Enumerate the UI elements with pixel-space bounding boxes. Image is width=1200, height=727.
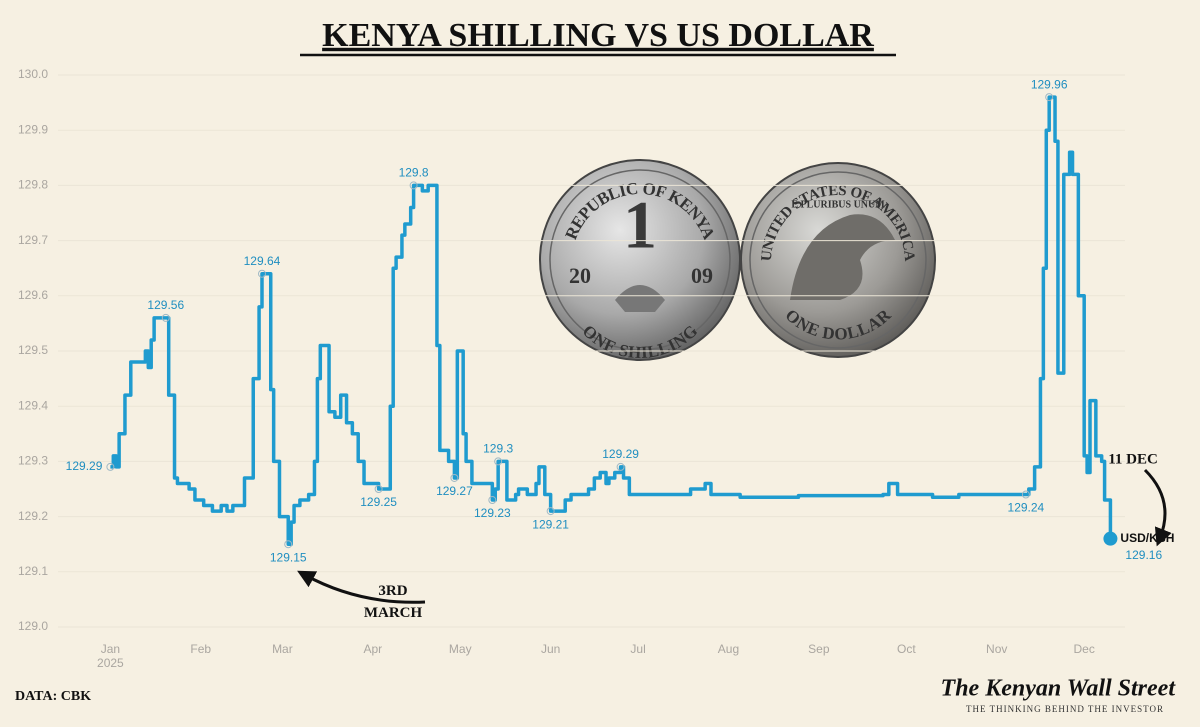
annotation-line: 3RD — [378, 583, 407, 599]
point-marker — [450, 473, 459, 482]
end-marker — [1103, 531, 1118, 546]
value-label: 129.15 — [270, 550, 307, 564]
coin-eagle — [790, 214, 895, 300]
x-tick-label: Apr — [363, 642, 382, 656]
coin-rim — [749, 171, 927, 349]
x-tick-label: Sep — [808, 642, 830, 656]
y-tick-label: 130.0 — [18, 67, 48, 81]
annotation-arrow — [1143, 468, 1172, 547]
value-label: 129.29 — [602, 447, 639, 461]
point-marker — [374, 485, 383, 493]
y-tick-label: 129.7 — [18, 233, 48, 247]
coin-rim — [549, 169, 731, 351]
series-line — [110, 95, 1113, 546]
value-label: 129.24 — [1008, 501, 1045, 515]
annotation-arrow — [297, 570, 426, 604]
x-year-label: 2025 — [97, 656, 124, 670]
series-name: USD/KSH — [1120, 531, 1174, 545]
coin-text: E PLURIBUS UNUM — [791, 199, 885, 210]
point-marker — [161, 313, 170, 322]
y-tick-label: 129.9 — [18, 122, 48, 136]
value-label: 129.16 — [1125, 548, 1162, 562]
point-marker — [284, 540, 293, 549]
value-label: 129.25 — [360, 495, 397, 509]
x-tick-label: Jul — [630, 642, 645, 656]
value-label: 129.21 — [532, 517, 569, 531]
y-tick-label: 129.1 — [18, 564, 48, 578]
y-tick-label: 129.2 — [18, 509, 48, 523]
x-tick-label: Jan — [101, 642, 120, 656]
brand-name: The Kenyan Wall Street — [941, 676, 1177, 702]
point-marker — [616, 462, 625, 471]
annotation-line: MARCH — [364, 605, 423, 621]
y-tick-label: 129.4 — [18, 398, 48, 412]
x-tick-label: Dec — [1074, 642, 1095, 656]
value-label: 129.23 — [474, 506, 511, 520]
chart-title: KENYA SHILLING VS US DOLLAR — [322, 17, 874, 54]
plot: 129.0 129.1 129.2 129.3 129.4 129.5 129.6 129.7… — [18, 67, 1174, 670]
y-tick-label: 129.6 — [18, 288, 48, 302]
value-label: 129.27 — [436, 484, 473, 498]
point-marker — [106, 462, 115, 471]
annotation: 11 DEC — [1108, 451, 1158, 467]
point-marker — [494, 457, 503, 466]
point-marker — [409, 181, 418, 190]
x-tick-label: May — [449, 642, 472, 656]
brand-tagline: THE THINKING BEHIND THE INVESTOR — [966, 704, 1164, 714]
value-label: 129.3 — [483, 442, 513, 456]
point-marker — [257, 269, 266, 278]
point-marker — [546, 507, 555, 516]
value-label: 129.56 — [147, 298, 184, 312]
value-label: 129.96 — [1031, 77, 1068, 91]
x-tick-label: Aug — [718, 642, 739, 656]
y-tick-label: 129.3 — [18, 454, 48, 468]
value-label: 129.29 — [66, 459, 103, 473]
point-marker — [1045, 93, 1054, 102]
x-tick-label: Oct — [897, 642, 916, 656]
annotation: 3RD MARCH — [364, 583, 423, 621]
x-tick-label: Jun — [541, 642, 560, 656]
x-tick-label: Mar — [272, 642, 293, 656]
x-tick-label: Feb — [190, 642, 211, 656]
point-marker — [1021, 490, 1030, 499]
point-marker — [488, 496, 497, 505]
coin-text: 20 — [569, 263, 591, 288]
coin-text: 09 — [691, 263, 713, 288]
value-label: 129.64 — [244, 254, 281, 268]
y-tick-label: 129.8 — [18, 178, 48, 192]
x-tick-label: Nov — [986, 642, 1007, 656]
coin-emblem — [615, 285, 665, 312]
source: DATA: CBK — [15, 689, 91, 704]
y-tick-label: 129.5 — [18, 343, 48, 357]
coin-text: 1 — [623, 187, 657, 263]
y-tick-label: 129.0 — [18, 619, 48, 633]
value-label: 129.8 — [399, 166, 429, 180]
